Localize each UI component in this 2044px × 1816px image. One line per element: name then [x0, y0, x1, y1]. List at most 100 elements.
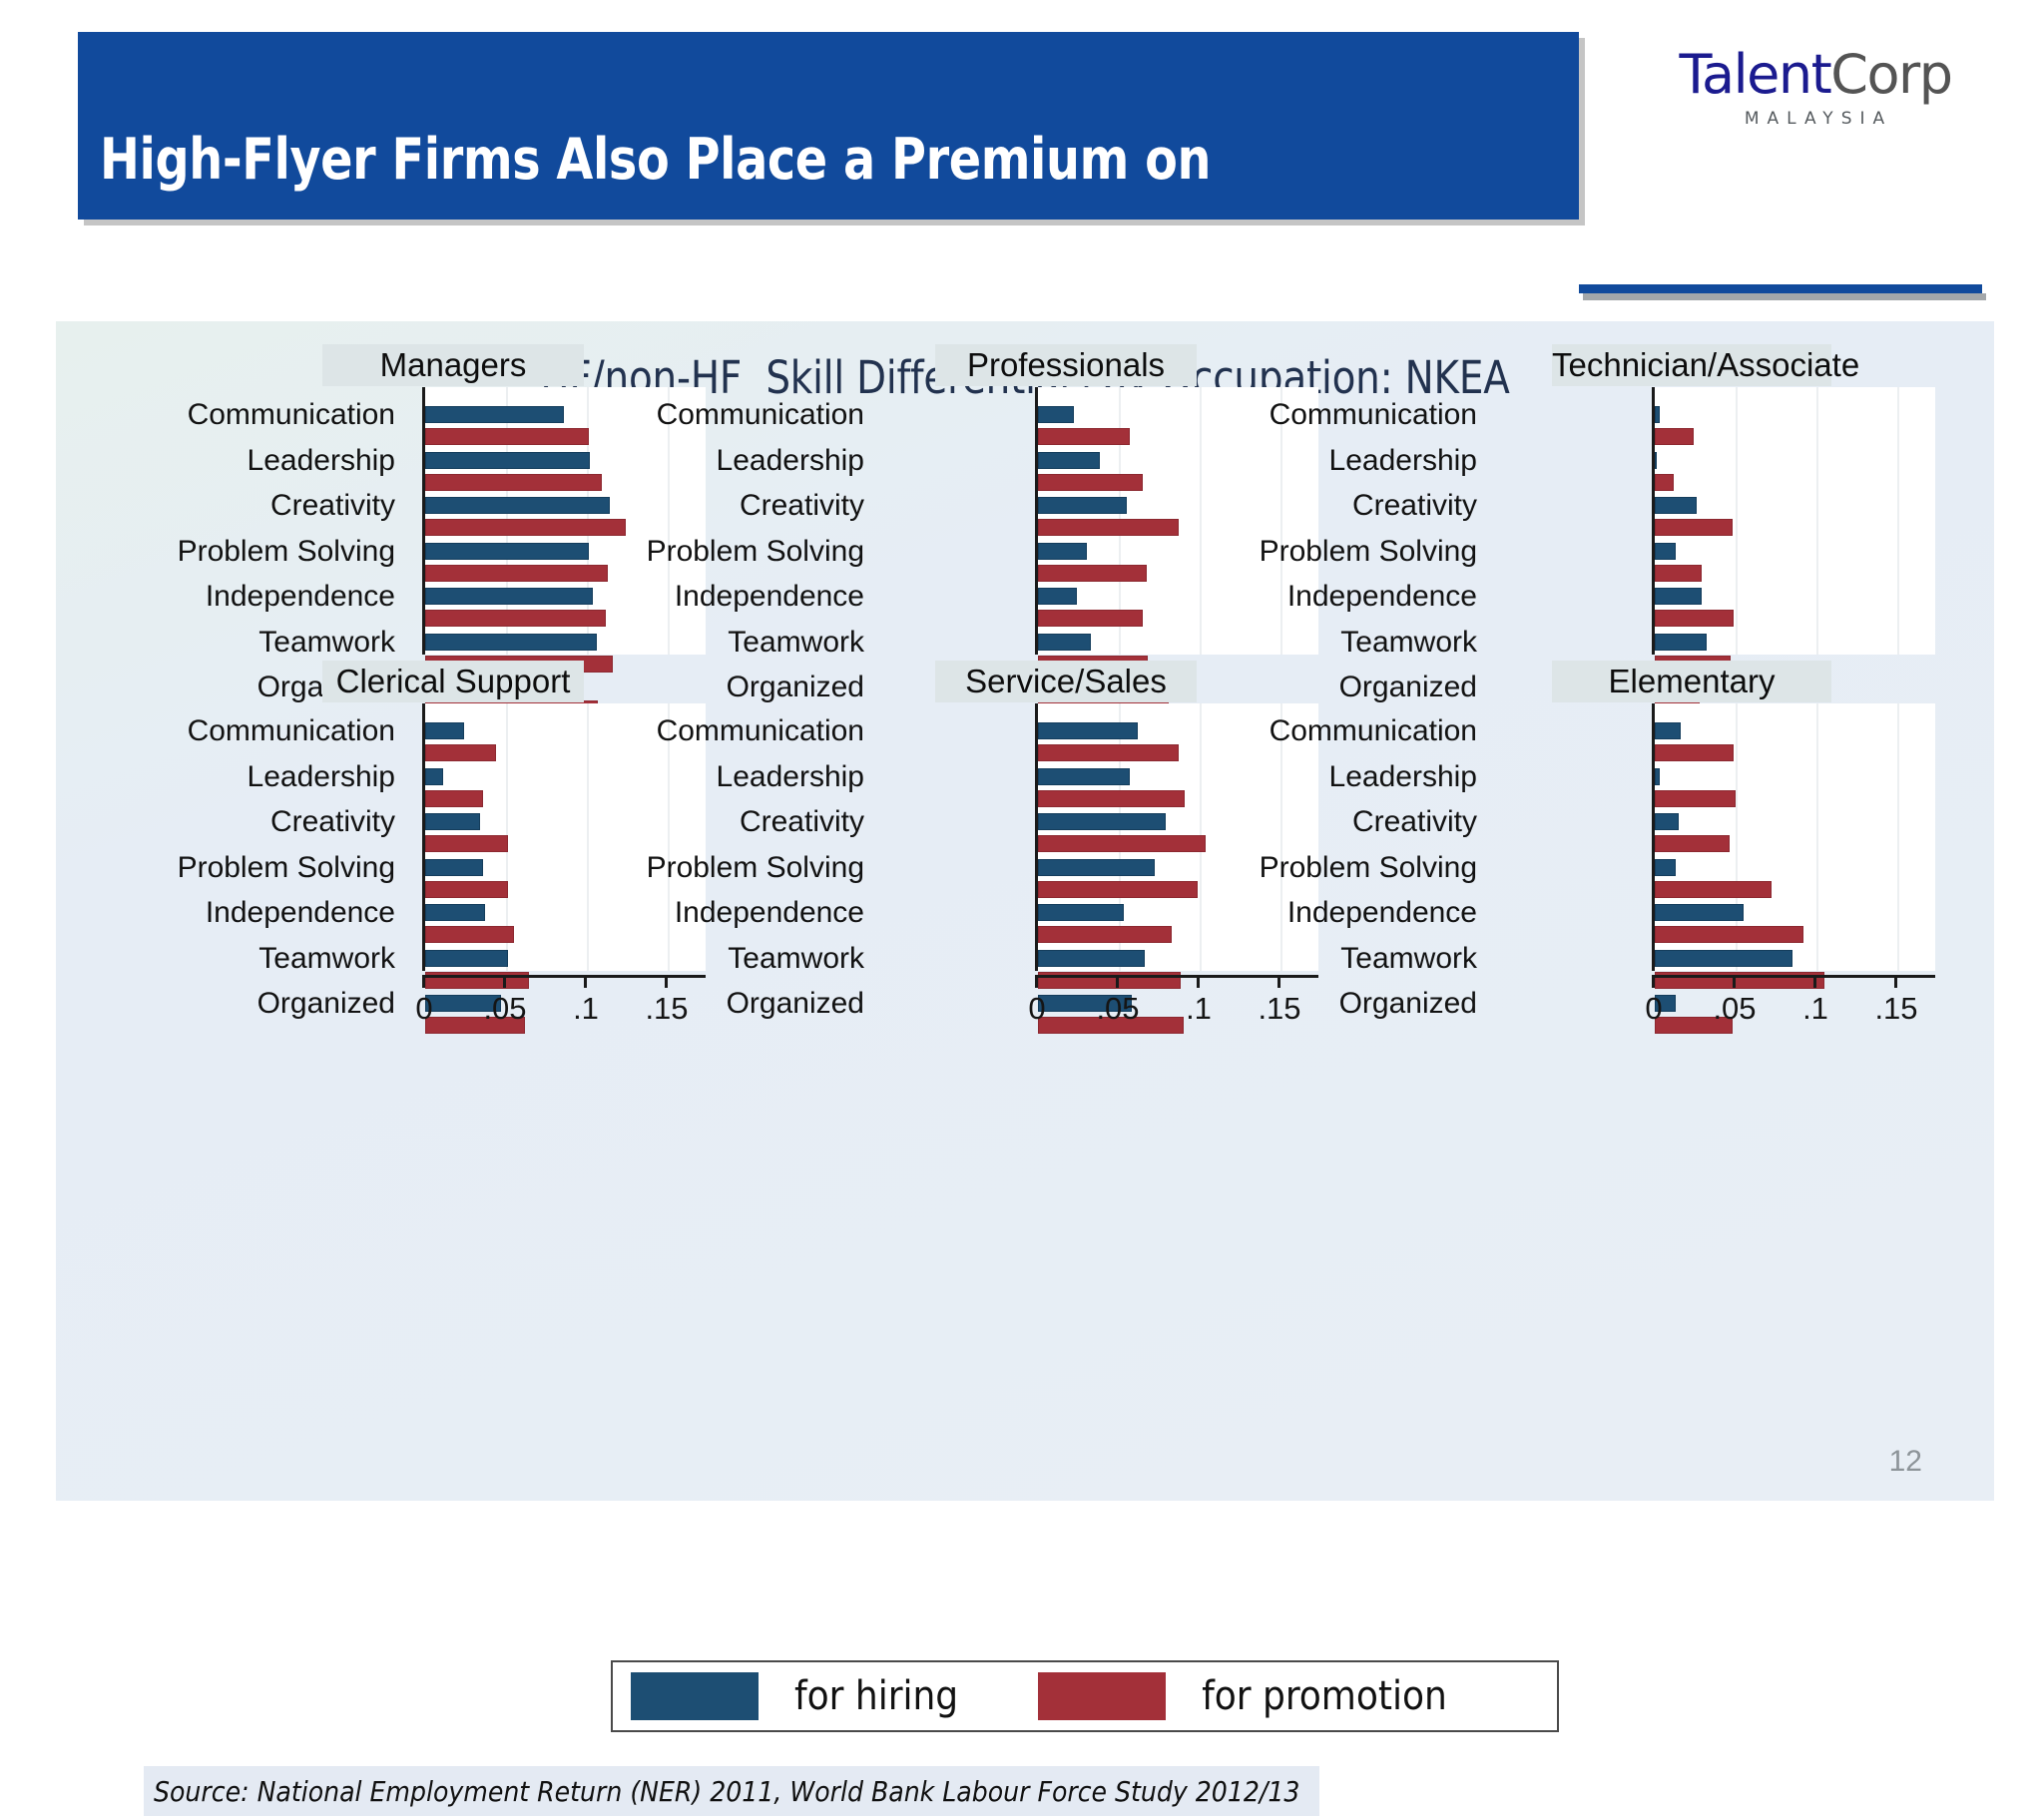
bar-row: [425, 446, 706, 492]
gridline: [1897, 703, 1899, 971]
legend-swatch-promotion: [1038, 1672, 1167, 1720]
bar-hiring: [1038, 904, 1124, 921]
legend-swatch-hiring: [631, 1672, 759, 1720]
category-label: Teamwork: [728, 941, 864, 975]
panel-title-professionals: Professionals: [935, 344, 1197, 386]
bar-row: [1655, 898, 1935, 944]
bar-promotion: [1655, 880, 1772, 898]
category-label: Communication: [187, 714, 395, 747]
bar-row: [1038, 400, 1318, 446]
plot-canvas: [1035, 703, 1318, 1034]
bar-row: [1038, 582, 1318, 628]
bar-promotion: [425, 564, 609, 582]
bar-hiring: [1038, 767, 1131, 785]
legend-label-promotion: for promotion: [1202, 1673, 1447, 1719]
bar-hiring: [425, 633, 597, 651]
category-label: Independence: [1286, 580, 1477, 613]
category-label: Teamwork: [258, 941, 395, 975]
x-axis-tick-label: .1: [573, 991, 599, 1026]
x-axis-tick: [1894, 975, 1897, 988]
category-label: Independence: [674, 896, 864, 929]
category-label: Creativity: [1351, 805, 1477, 838]
bar-promotion: [425, 519, 626, 536]
category-label: Leadership: [1328, 443, 1477, 477]
bar-promotion: [425, 880, 508, 898]
logo-corp-text: Corp: [1830, 43, 1953, 106]
logo-talent-text: Talent: [1679, 43, 1832, 106]
bar-row: [1655, 807, 1935, 853]
panel-title-technician-associate: Technician/Associate: [1552, 344, 1859, 386]
header-rule-shadow: [1583, 293, 1986, 300]
bar-promotion: [425, 1017, 526, 1034]
bar-hiring: [1655, 904, 1745, 921]
category-labels: Communication Leadership Creativity Problem…: [535, 392, 864, 710]
category-label: Problem Solving: [1259, 534, 1477, 568]
legend-item-hiring: for hiring: [613, 1672, 958, 1720]
category-labels: Communication Leadership Creativity Problem…: [1148, 708, 1477, 1027]
category-label: Problem Solving: [646, 534, 864, 568]
bar-hiring: [1655, 633, 1707, 651]
category-label: Independence: [674, 580, 864, 613]
source-note: Source: National Employment Return (NER)…: [144, 1766, 1319, 1816]
category-label: Leadership: [247, 759, 395, 793]
bar-hiring: [425, 497, 610, 514]
bar-promotion: [425, 835, 508, 852]
category-label: Communication: [1269, 398, 1477, 431]
bar-hiring: [425, 813, 481, 830]
plot-area-managers: [422, 387, 706, 717]
gridline: [1736, 387, 1738, 655]
gridline: [1736, 703, 1738, 971]
bar-hiring: [1655, 722, 1681, 739]
bar-promotion: [425, 473, 602, 491]
bar-promotion: [1655, 744, 1735, 761]
bar-rows: [1038, 703, 1318, 1034]
bar-hiring: [425, 904, 485, 921]
category-label: Creativity: [269, 489, 395, 522]
bar-row: [1655, 400, 1935, 446]
bar-hiring: [425, 949, 508, 967]
category-label: Teamwork: [728, 625, 864, 659]
gridline: [668, 387, 670, 655]
bar-hiring: [425, 451, 591, 469]
chart-legend: for hiring for promotion: [611, 1660, 1559, 1732]
bar-promotion: [425, 744, 497, 761]
panel-title-elementary: Elementary: [1552, 661, 1831, 702]
x-axis-tick-label: .15: [1258, 991, 1301, 1026]
bar-promotion: [425, 428, 589, 445]
x-axis-tick-label: .05: [1713, 991, 1757, 1026]
category-label: Leadership: [716, 443, 864, 477]
bar-hiring: [1655, 813, 1680, 830]
page-number: 12: [1888, 1445, 1922, 1478]
x-axis-tick: [1035, 975, 1038, 988]
x-axis-tick-label: .15: [645, 991, 689, 1026]
bar-hiring: [1655, 767, 1660, 785]
bar-promotion: [1038, 428, 1131, 445]
bar-promotion: [1038, 1017, 1184, 1034]
bar-hiring: [425, 995, 502, 1012]
bar-row: [1038, 716, 1318, 762]
bar-hiring: [1038, 497, 1128, 514]
x-axis-tick: [1733, 975, 1736, 988]
bar-promotion: [1038, 926, 1173, 943]
bar-rows: [1655, 703, 1935, 1034]
x-axis-tick: [1278, 975, 1280, 988]
bar-hiring: [1038, 451, 1100, 469]
category-label: Problem Solving: [177, 850, 395, 884]
bar-rows: [425, 703, 706, 1034]
bar-promotion: [1038, 473, 1144, 491]
x-axis-tick: [1652, 975, 1655, 988]
bar-row: [425, 762, 706, 808]
category-label: Leadership: [247, 443, 395, 477]
gridline: [587, 703, 589, 971]
bar-promotion: [1038, 519, 1179, 536]
category-label: Leadership: [716, 759, 864, 793]
bar-hiring: [1655, 995, 1677, 1012]
gridline: [1200, 387, 1202, 655]
category-label: Teamwork: [1340, 625, 1477, 659]
bar-row: [1038, 989, 1318, 1035]
bar-hiring: [1655, 949, 1792, 967]
category-label: Problem Solving: [1259, 850, 1477, 884]
category-label: Creativity: [739, 489, 864, 522]
bar-row: [425, 989, 706, 1035]
bar-promotion: [1038, 880, 1199, 898]
